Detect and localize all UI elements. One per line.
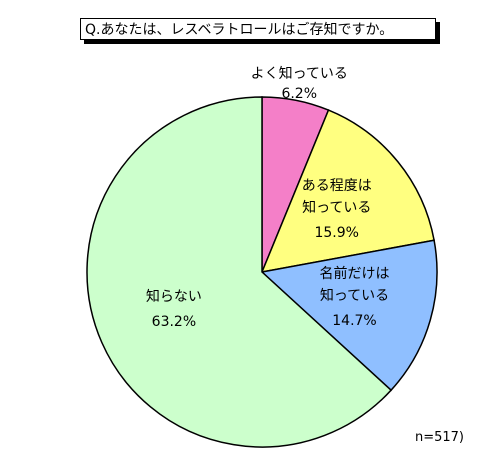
slice-label: 知らない 63.2%	[146, 286, 202, 336]
value-label: 63.2%	[151, 313, 197, 330]
category-label: 名前だけは 知っている	[319, 265, 390, 304]
pie-slice	[260, 109, 435, 273]
slice-label: 名前だけは 知っている 14.7%	[320, 263, 390, 335]
category-label: 知らない	[145, 288, 202, 305]
pie-slice	[260, 239, 438, 392]
category-label: よく知っている	[250, 66, 348, 83]
value-label: 6.2%	[281, 86, 318, 103]
value-label: 14.7%	[332, 312, 377, 329]
value-label: 15.9%	[314, 225, 359, 242]
note: n=517)	[414, 430, 464, 445]
slice-label: ある程度は 知っている 15.9%	[302, 175, 372, 247]
category-label: ある程度は 知っている	[301, 178, 372, 217]
chart-title: Q.あなたは、レスベラトロールはご存知ですか。	[80, 18, 436, 40]
pie-slice	[86, 96, 393, 448]
slice-label: よく知っている 6.2%	[251, 63, 348, 103]
